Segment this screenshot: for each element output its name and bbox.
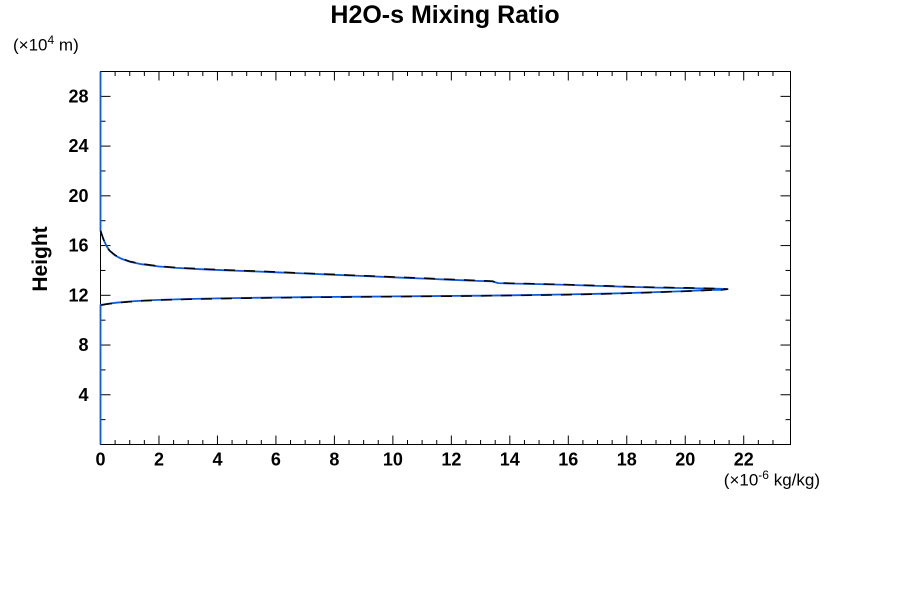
x-tick-label: 18 bbox=[617, 450, 637, 470]
x-tick-label: 4 bbox=[212, 450, 222, 470]
x-axis-unit-label: (×10-6 kg/kg) bbox=[724, 468, 820, 491]
x-tick-label: 16 bbox=[558, 450, 578, 470]
chart-title: H2O-s Mixing Ratio bbox=[330, 1, 560, 29]
y-tick-label: 4 bbox=[78, 385, 88, 405]
profile-solid-line bbox=[99, 71, 729, 445]
y-tick-label: 12 bbox=[68, 285, 88, 305]
y-tick-label: 28 bbox=[68, 86, 88, 106]
x-tick-label: 10 bbox=[383, 450, 403, 470]
y-tick-label: 16 bbox=[68, 236, 88, 256]
x-tick-label: 22 bbox=[734, 450, 754, 470]
y-tick-label: 8 bbox=[78, 335, 88, 355]
x-tick-label: 20 bbox=[675, 450, 695, 470]
y-unit-exponent: 4 bbox=[47, 33, 55, 47]
x-tick-label: 12 bbox=[441, 450, 461, 470]
y-axis-unit-label: (×104 m) bbox=[13, 33, 79, 56]
x-tick-label: 14 bbox=[500, 450, 520, 470]
x-tick-label: 6 bbox=[271, 450, 281, 470]
y-unit-prefix: (×10 bbox=[13, 35, 48, 55]
y-tick-label: 20 bbox=[68, 186, 88, 206]
x-tick-label: 0 bbox=[95, 450, 105, 470]
x-tick-label: 8 bbox=[329, 450, 339, 470]
y-unit-suffix: m) bbox=[54, 35, 79, 55]
x-unit-exponent: -6 bbox=[758, 468, 769, 482]
x-tick-label: 2 bbox=[154, 450, 164, 470]
x-unit-suffix: kg/kg) bbox=[768, 470, 820, 490]
plot-frame bbox=[100, 71, 791, 445]
profile-dashed-line bbox=[99, 230, 729, 306]
x-unit-prefix: (×10 bbox=[723, 470, 759, 490]
y-tick-label: 24 bbox=[68, 136, 88, 156]
